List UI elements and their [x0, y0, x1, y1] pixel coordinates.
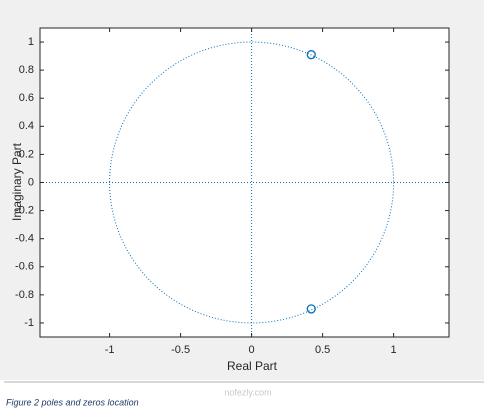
y-tick-label: -0.4 [15, 233, 34, 245]
y-tick-label: -0.6 [15, 261, 34, 273]
y-tick-label: 0.8 [19, 64, 34, 76]
x-tick-label: 0 [249, 344, 255, 356]
y-tick-label: 0 [28, 176, 34, 188]
y-tick-label: -1 [24, 317, 34, 329]
y-tick-label: -0.8 [15, 289, 34, 301]
x-tick-label: -1 [105, 344, 115, 356]
x-tick-label: -0.5 [171, 344, 190, 356]
unit-circle [109, 41, 395, 324]
zero-marker [306, 304, 316, 314]
y-tick-label: -0.2 [15, 204, 34, 216]
zero-marker [306, 50, 316, 60]
y-tick-label: 0.2 [19, 148, 34, 160]
caption: Figure 2 poles and zeros location [6, 397, 139, 407]
y-tick-label: 0.4 [19, 120, 34, 132]
x-tick-label: 1 [391, 344, 397, 356]
watermark: nofezly.com [224, 387, 271, 397]
x-tick-label: 0.5 [315, 344, 330, 356]
y-axis-label: Imaginary Part [10, 142, 24, 221]
x-axis-label: Real Part [227, 359, 278, 373]
y-tick-label: 0.6 [19, 92, 34, 104]
y-tick-label: 1 [28, 36, 34, 48]
